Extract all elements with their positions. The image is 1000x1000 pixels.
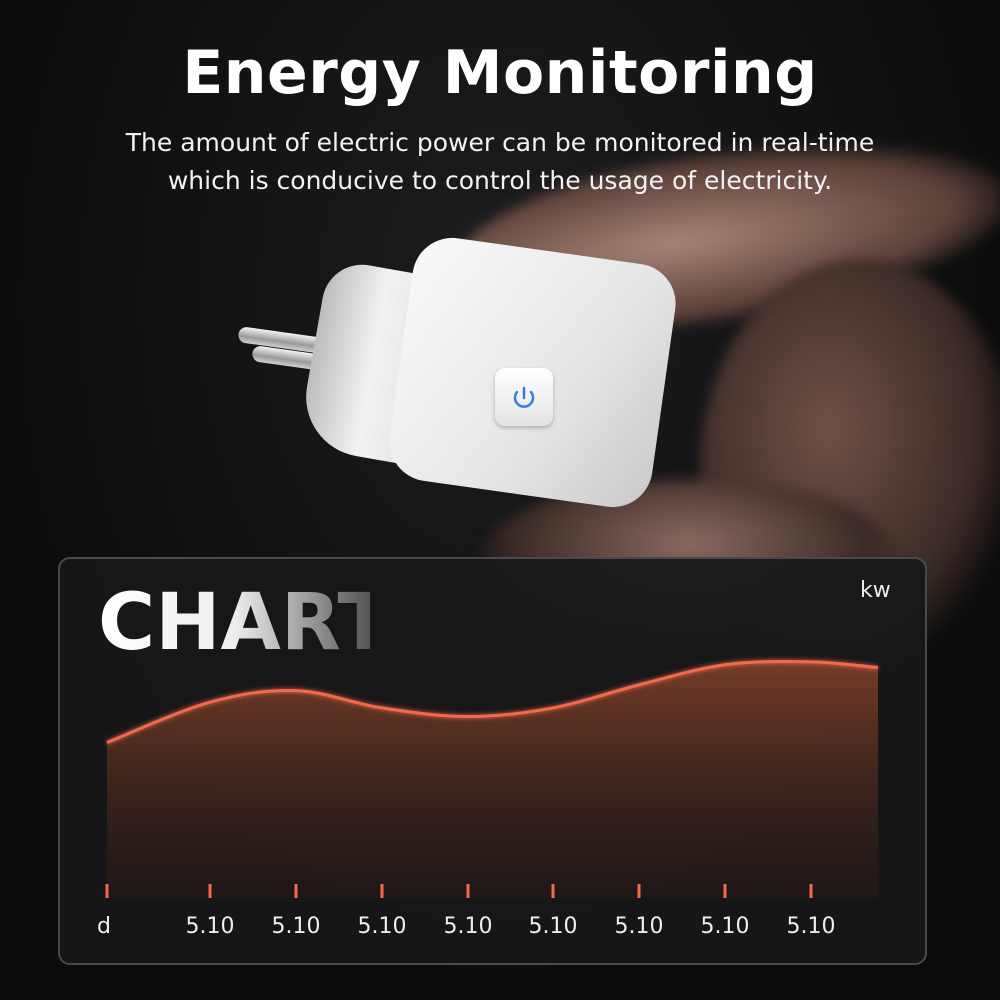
x-tick-label: 5.10 — [614, 914, 664, 939]
chart-title: CHART — [98, 578, 391, 668]
x-tick-label: 5.10 — [357, 914, 407, 939]
power-button — [495, 368, 553, 426]
x-tick-label: 5.10 — [700, 914, 750, 939]
subtitle: The amount of electric power can be moni… — [0, 124, 1000, 200]
subtitle-line: which is conducive to control the usage … — [167, 166, 833, 195]
x-axis-label: d — [97, 914, 111, 939]
power-icon — [513, 386, 535, 408]
x-tick-label: 5.10 — [528, 914, 578, 939]
page-title: Energy Monitoring — [182, 38, 818, 108]
series-line — [106, 660, 879, 744]
y-axis-unit: kw — [860, 578, 891, 603]
x-tick-label: 5.10 — [185, 914, 235, 939]
x-tick-label: 5.10 — [443, 914, 493, 939]
area-fill — [107, 661, 878, 898]
x-tick-label: 5.10 — [271, 914, 321, 939]
x-tick-label: 5.10 — [786, 914, 836, 939]
subtitle-line: The amount of electric power can be moni… — [125, 128, 875, 157]
